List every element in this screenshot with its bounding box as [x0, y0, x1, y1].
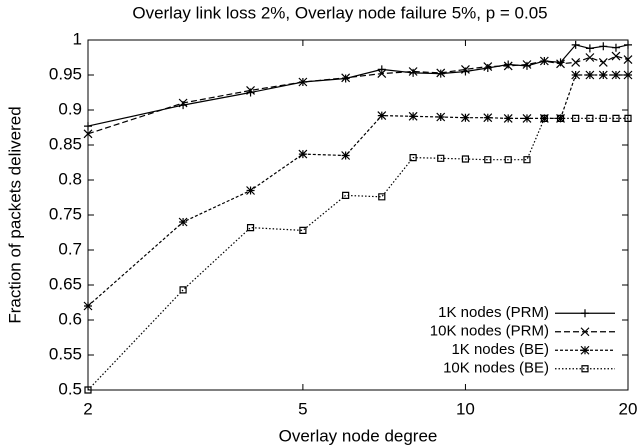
series-line — [87, 55, 629, 135]
point — [483, 64, 492, 72]
point — [571, 70, 581, 80]
point — [409, 154, 417, 162]
point — [179, 286, 187, 294]
point — [246, 224, 255, 232]
point — [246, 85, 255, 95]
point — [522, 113, 532, 123]
point — [483, 113, 493, 123]
point — [437, 154, 445, 162]
y-tick-label: 0.9 — [58, 99, 82, 118]
x-tick-label: 10 — [456, 399, 475, 418]
y-tick-label: 1 — [73, 29, 82, 48]
point — [598, 70, 608, 80]
x-axis-label: Overlay node degree — [279, 426, 438, 445]
point — [483, 62, 493, 72]
point — [540, 114, 548, 122]
point — [611, 51, 621, 61]
point — [178, 98, 188, 108]
y-tick-label: 0.5 — [58, 379, 82, 398]
legend-label: 1K nodes (PRM) — [438, 304, 549, 321]
y-tick-label: 0.7 — [58, 239, 82, 258]
legend-marker — [581, 365, 589, 373]
chart-title: Overlay link loss 2%, Overlay node failu… — [132, 3, 547, 22]
point — [342, 191, 350, 199]
point — [84, 386, 92, 394]
legend-marker — [580, 345, 590, 355]
point — [571, 57, 581, 67]
point — [409, 68, 418, 77]
point — [624, 40, 632, 49]
point — [572, 114, 580, 122]
point — [623, 55, 633, 65]
y-tick-label: 0.8 — [58, 169, 82, 188]
point — [522, 61, 531, 70]
point — [341, 151, 351, 160]
series-line — [87, 74, 628, 307]
point — [571, 40, 580, 49]
point — [612, 114, 620, 122]
point — [484, 156, 492, 164]
point — [83, 301, 93, 311]
point — [298, 149, 308, 159]
point — [377, 65, 386, 74]
point — [504, 156, 512, 164]
point — [586, 114, 594, 122]
point — [556, 114, 565, 122]
point — [246, 186, 255, 195]
y-tick-label: 0.95 — [49, 64, 82, 83]
point — [556, 59, 565, 69]
point — [611, 43, 620, 52]
point — [461, 64, 470, 74]
point — [585, 44, 594, 53]
point — [585, 53, 595, 62]
point — [83, 129, 93, 139]
point — [408, 111, 418, 121]
point — [599, 42, 608, 51]
point — [461, 155, 470, 163]
point — [461, 113, 470, 123]
x-tick-label: 20 — [619, 399, 638, 418]
point — [539, 113, 549, 123]
y-tick-label: 0.65 — [49, 274, 82, 293]
point — [539, 56, 549, 66]
point — [503, 113, 513, 123]
y-tick-label: 0.75 — [49, 204, 82, 223]
point — [378, 193, 386, 201]
point — [377, 69, 387, 79]
y-tick-label: 0.85 — [49, 134, 82, 153]
point — [178, 217, 188, 227]
point — [623, 70, 633, 80]
point — [408, 67, 418, 76]
point — [436, 112, 446, 122]
x-tick-label: 5 — [298, 399, 307, 418]
point — [624, 114, 632, 122]
y-tick-label: 0.55 — [49, 344, 82, 363]
point — [599, 114, 607, 122]
point — [611, 70, 621, 80]
legend-label: 10K nodes (BE) — [443, 360, 549, 377]
point — [556, 58, 565, 67]
point — [504, 60, 513, 69]
point — [377, 111, 387, 121]
point — [436, 68, 446, 78]
x-tick-label: 2 — [83, 399, 92, 418]
series-line — [87, 44, 629, 127]
point — [84, 122, 92, 131]
point — [598, 57, 608, 67]
point — [299, 226, 307, 234]
legend-label: 1K nodes (BE) — [451, 341, 549, 358]
legend-marker — [581, 309, 589, 318]
point — [298, 77, 308, 87]
y-tick-label: 0.6 — [58, 309, 82, 328]
point — [341, 73, 351, 83]
point — [522, 60, 532, 69]
point — [503, 61, 513, 71]
legend-label: 10K nodes (PRM) — [430, 323, 549, 340]
point — [523, 156, 531, 164]
legend-marker — [580, 327, 590, 337]
point — [585, 70, 595, 80]
y-axis-label: Fraction of packets delivered — [5, 106, 24, 323]
